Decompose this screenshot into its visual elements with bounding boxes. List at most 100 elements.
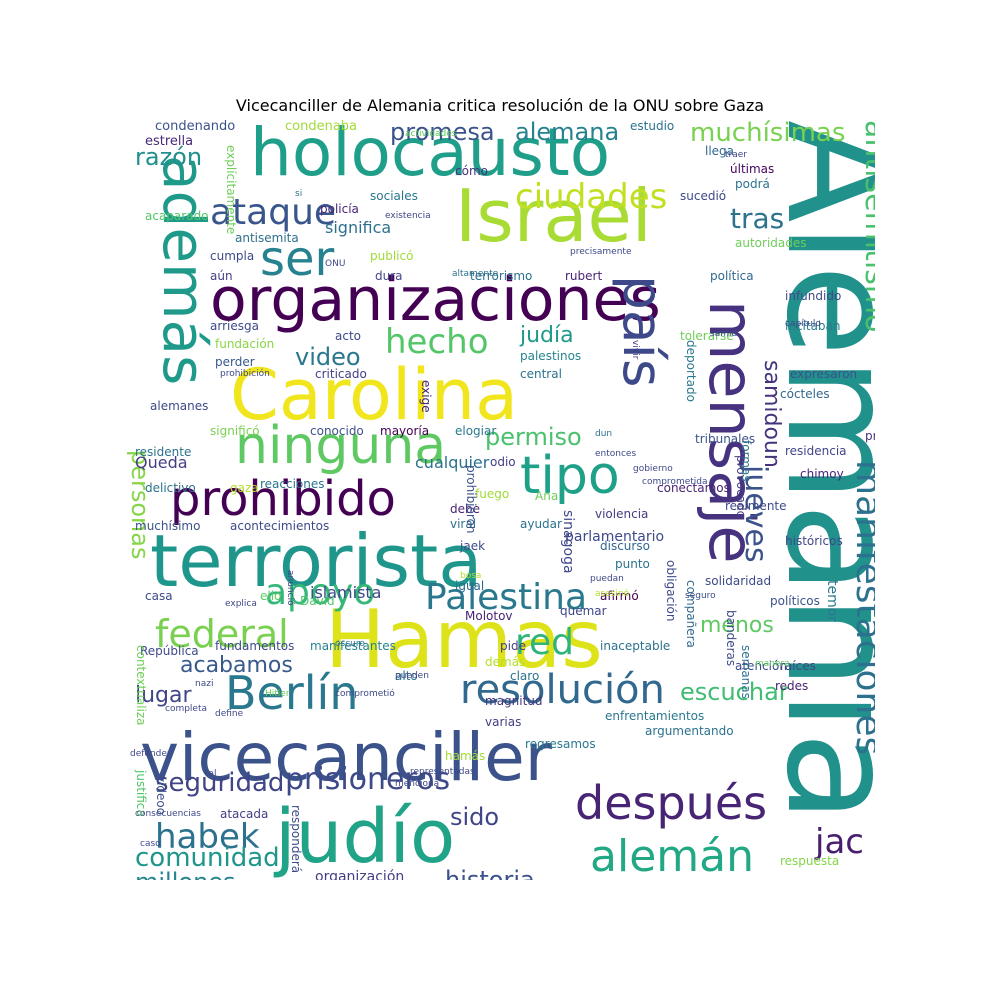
word-altamente: altamente bbox=[452, 269, 499, 279]
word-terrorismo: terrorismo bbox=[470, 269, 533, 283]
word-terrorista: terrorista bbox=[150, 519, 483, 603]
word-vivir: vivir bbox=[630, 340, 640, 360]
word-tribunales: tribunales bbox=[695, 432, 756, 446]
word-hecho: hecho bbox=[385, 322, 489, 362]
word-atacada: atacada bbox=[220, 807, 269, 821]
chart-title: Vicecanciller de Alemania critica resolu… bbox=[235, 96, 765, 115]
word-promesa: promesa bbox=[390, 120, 495, 146]
word-nazi: nazi bbox=[195, 679, 214, 689]
word-politicos: políticos bbox=[770, 594, 820, 608]
word-cocteles: cócteles bbox=[780, 387, 830, 401]
word-mayoria: mayoría bbox=[380, 424, 430, 438]
word-gobierno: gobierno bbox=[633, 464, 673, 474]
word-fundacion: fundación bbox=[215, 337, 275, 351]
word-viral: viral bbox=[450, 517, 477, 531]
word-onu: ONU bbox=[325, 259, 346, 269]
word-sociales: sociales bbox=[370, 189, 418, 203]
word-jaek: jaek bbox=[460, 539, 486, 553]
word-ademas: además bbox=[150, 155, 218, 386]
word-expresaron: expresaron bbox=[790, 367, 858, 381]
word-menos: menos bbox=[700, 613, 774, 638]
word-elogiar: elogiar bbox=[455, 424, 497, 438]
word-republica: República bbox=[140, 644, 199, 658]
word-casa: casa bbox=[145, 589, 173, 603]
word-arriesga: arriesga bbox=[210, 319, 259, 333]
word-criticado: criticado bbox=[315, 367, 367, 381]
word-historia: historia bbox=[445, 866, 535, 880]
word-regresamos: regresamos bbox=[525, 737, 596, 751]
word-manifestaciones: manifestaciones bbox=[848, 460, 875, 756]
word-consecuencias: consecuencias bbox=[135, 809, 201, 819]
word-inaceptable: inaceptable bbox=[600, 639, 671, 653]
word-dun: dun bbox=[595, 429, 613, 439]
word-seguridad: seguridad bbox=[155, 768, 285, 798]
word-define: define bbox=[215, 709, 244, 719]
word-david: David bbox=[300, 594, 335, 608]
word-aun: aún bbox=[210, 269, 233, 283]
word-estudio: estudio bbox=[630, 120, 675, 133]
word-perder: perder bbox=[215, 355, 255, 369]
word-como: cómo bbox=[455, 164, 488, 178]
word-completa: completa bbox=[165, 704, 208, 714]
word-cualquier: cualquier bbox=[415, 453, 490, 472]
word-chimoy: chimoy bbox=[800, 467, 844, 481]
word-significa: significa bbox=[325, 218, 392, 237]
word-defender: defender bbox=[130, 749, 171, 759]
word-delictivo: delictivo bbox=[145, 481, 196, 495]
word-entonces: entonces bbox=[595, 449, 637, 459]
word-escuchar: escuchar bbox=[680, 678, 789, 706]
word-tolerarse: tolerarse bbox=[680, 329, 734, 343]
word-pide: pide bbox=[500, 639, 526, 653]
word-palestinos: palestinos bbox=[520, 349, 582, 363]
word-traer: traer bbox=[725, 150, 747, 160]
word-bosa: bosa bbox=[460, 571, 482, 581]
word-exige: exige bbox=[419, 380, 433, 413]
word-hitler: Hitler bbox=[265, 689, 290, 699]
word-jac: jac bbox=[815, 822, 864, 862]
word-condenando: condenando bbox=[155, 120, 236, 134]
word-organizacion: organización bbox=[315, 869, 405, 880]
word-vicecanciller: vicecanciller bbox=[140, 719, 552, 796]
word-menciona: menciona bbox=[395, 779, 440, 789]
word-publico: publicó bbox=[370, 249, 414, 263]
word-debe: debe bbox=[450, 502, 480, 516]
word-alemanes: alemanes bbox=[150, 399, 209, 413]
word-varias: varias bbox=[485, 715, 522, 729]
word-ana: Ana bbox=[535, 489, 559, 503]
word-realmente: realmente bbox=[725, 499, 787, 513]
word-sucedio: sucedió bbox=[680, 189, 727, 203]
word-ayudar: ayudar bbox=[520, 517, 562, 531]
word-claro: claro bbox=[510, 669, 540, 683]
word-acontecimientos: acontecimientos bbox=[230, 519, 330, 533]
word-redes: redes bbox=[775, 679, 809, 693]
word-ataque: ataque bbox=[210, 192, 337, 233]
word-capitulo: capítulo bbox=[785, 319, 821, 329]
word-anuncio: anunció bbox=[285, 570, 295, 606]
word-manifestantes: manifestantes bbox=[310, 639, 396, 653]
word-historicos: históricos bbox=[785, 534, 843, 548]
word-caso: caso bbox=[140, 839, 161, 849]
word-politica: política bbox=[710, 269, 754, 283]
word-alemana: alemana bbox=[515, 120, 620, 146]
word-federal: federal bbox=[155, 612, 289, 656]
word-prohibicion: prohibición bbox=[220, 369, 270, 379]
word-acto: acto bbox=[335, 329, 361, 343]
word-palestina: Palestina bbox=[425, 577, 588, 618]
word-asesino: asesinó bbox=[595, 589, 630, 599]
word-enfrentamientos: enfrentamientos bbox=[605, 709, 705, 723]
word-molotov: Molotov bbox=[465, 609, 513, 623]
word-parlamentario: parlamentario bbox=[565, 529, 665, 545]
word-judia: judía bbox=[520, 323, 574, 348]
word-video: video bbox=[295, 343, 361, 371]
word-representadas: representadas bbox=[410, 767, 475, 777]
word-sido: sido bbox=[450, 803, 500, 831]
word-actividades: actividades bbox=[405, 129, 457, 139]
word-muchisimo: muchísimo bbox=[135, 519, 201, 533]
word-precisamente: precisamente bbox=[570, 247, 632, 257]
word-respondera: responderá bbox=[289, 805, 303, 874]
word-respuesta: respuesta bbox=[780, 854, 840, 868]
word-prisioneros: prisioneros bbox=[285, 762, 451, 797]
word-comprometida: comprometida bbox=[642, 477, 708, 487]
word-permiso: permiso bbox=[485, 423, 582, 451]
word-judio: judío bbox=[275, 794, 456, 880]
